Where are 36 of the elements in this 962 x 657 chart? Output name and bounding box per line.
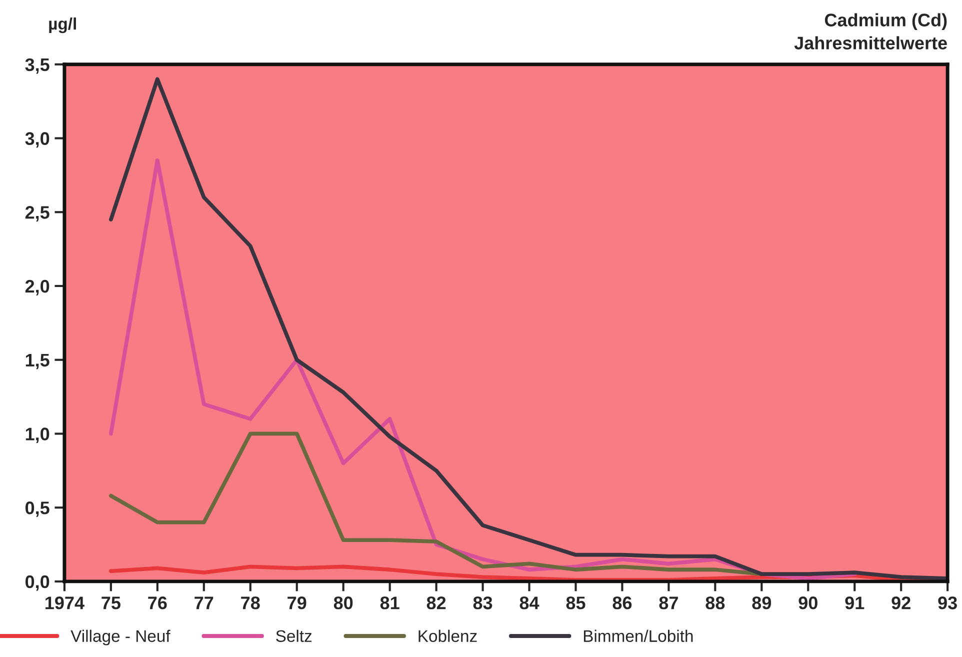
y-tick-label: 1,0 [26,428,50,444]
line-series [108,77,948,580]
legend-label: Village - Neuf [70,630,170,646]
y-tick-label: 3,0 [25,132,50,148]
x-tick-label: 91 [845,596,864,610]
x-tick-label: 81 [380,596,400,610]
x-tick-label: 75 [102,596,120,610]
x-tick-label: 83 [473,596,492,610]
x-tick-label: 92 [892,596,910,610]
y-tick-label: 0,5 [25,502,50,517]
legend-label: Bimmen/Lobith [584,630,693,642]
y-tick-label: 2,0 [25,280,50,296]
x-tick-label: 82 [426,596,446,610]
x-tick-label: 77 [194,596,214,610]
legend-label: Seltz [276,630,312,642]
y-axis-title: µg/l [49,17,76,34]
y-tick-label: 0,0 [25,575,50,591]
x-tick-label: 89 [752,596,772,610]
x-tick-label: 86 [612,596,632,610]
legend-label: Koblenz [418,630,477,642]
chart-subtitle: Jahresmittelwerte [794,36,947,50]
x-tick-label: 76 [148,596,167,610]
x-tick-label: 90 [798,596,818,610]
chart-title: Cadmium (Cd) [824,13,947,30]
x-tick-label: 87 [659,596,678,610]
x-tick-label: 85 [566,596,586,610]
y-tick-label: 3,5 [25,58,50,74]
x-tick-label: 79 [288,596,306,610]
x-tick-label: 84 [520,596,540,610]
y-tick-label: 2,5 [25,206,50,222]
x-tick-label: 80 [334,596,353,610]
y-tick-label: 1,5 [26,354,50,370]
x-tick-label: 93 [938,596,957,610]
x-tick-label: 1974 [46,596,84,610]
x-tick-label: 88 [706,596,725,610]
x-tick-label: 78 [241,596,260,610]
